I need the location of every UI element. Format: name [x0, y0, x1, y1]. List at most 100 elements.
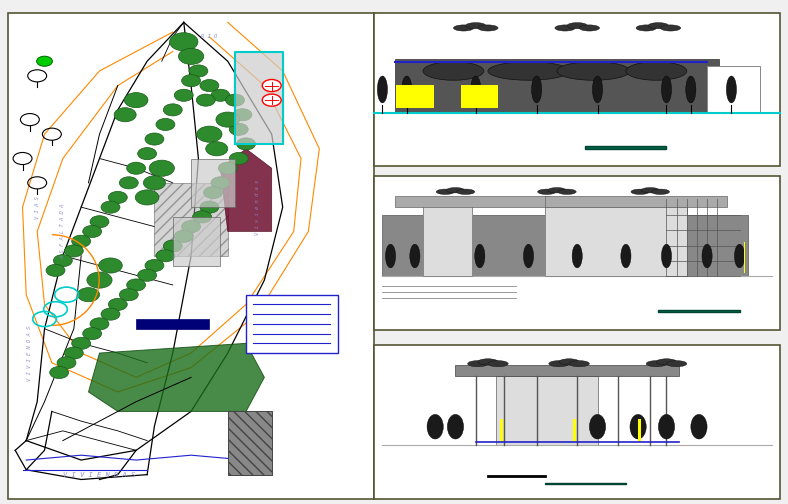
Circle shape — [149, 160, 174, 176]
Text: R I O: R I O — [201, 34, 217, 39]
Bar — [396, 85, 433, 108]
Circle shape — [90, 216, 109, 228]
Circle shape — [87, 272, 112, 288]
Ellipse shape — [569, 361, 589, 367]
FancyBboxPatch shape — [8, 13, 374, 499]
Circle shape — [54, 255, 72, 267]
Ellipse shape — [470, 76, 481, 103]
Circle shape — [90, 318, 109, 330]
Polygon shape — [395, 58, 719, 112]
Circle shape — [163, 240, 182, 252]
Circle shape — [192, 211, 211, 223]
Circle shape — [143, 176, 165, 190]
Ellipse shape — [488, 361, 508, 367]
Polygon shape — [221, 149, 272, 231]
Ellipse shape — [567, 23, 587, 29]
Ellipse shape — [651, 189, 670, 195]
Ellipse shape — [548, 187, 566, 193]
Ellipse shape — [589, 414, 606, 439]
Circle shape — [83, 225, 102, 237]
Polygon shape — [136, 319, 210, 329]
Text: V I V I E N D A S: V I V I E N D A S — [28, 326, 32, 381]
Ellipse shape — [636, 25, 656, 31]
Circle shape — [77, 288, 99, 302]
Circle shape — [218, 162, 237, 174]
Circle shape — [65, 347, 84, 359]
Circle shape — [229, 152, 248, 165]
Ellipse shape — [478, 25, 498, 31]
Ellipse shape — [548, 361, 569, 367]
Ellipse shape — [631, 189, 649, 195]
Polygon shape — [154, 183, 228, 256]
Circle shape — [109, 298, 128, 310]
Ellipse shape — [448, 414, 463, 439]
Ellipse shape — [656, 359, 677, 365]
Circle shape — [262, 80, 281, 92]
Circle shape — [125, 93, 148, 108]
Bar — [545, 482, 626, 484]
Circle shape — [65, 245, 84, 257]
Bar — [658, 310, 739, 312]
Ellipse shape — [559, 359, 579, 365]
Circle shape — [196, 94, 215, 106]
Bar — [585, 146, 667, 149]
Polygon shape — [496, 376, 597, 445]
Circle shape — [211, 89, 230, 101]
Circle shape — [98, 258, 122, 273]
Ellipse shape — [488, 62, 569, 80]
Ellipse shape — [427, 414, 444, 439]
Ellipse shape — [558, 189, 576, 195]
Circle shape — [136, 190, 159, 205]
Ellipse shape — [402, 76, 412, 103]
Ellipse shape — [523, 244, 533, 268]
Ellipse shape — [727, 76, 737, 103]
Ellipse shape — [377, 76, 388, 103]
Text: V I A S: V I A S — [35, 196, 39, 219]
Circle shape — [101, 308, 120, 320]
Polygon shape — [707, 67, 760, 112]
Circle shape — [169, 33, 198, 51]
Ellipse shape — [537, 189, 556, 195]
Circle shape — [189, 65, 208, 77]
Circle shape — [101, 201, 120, 213]
Circle shape — [156, 118, 175, 131]
Ellipse shape — [453, 25, 474, 31]
Ellipse shape — [555, 25, 575, 31]
Bar — [573, 419, 575, 442]
Ellipse shape — [646, 361, 667, 367]
Ellipse shape — [661, 76, 671, 103]
Ellipse shape — [667, 361, 687, 367]
Ellipse shape — [423, 62, 484, 80]
Ellipse shape — [702, 244, 712, 268]
Circle shape — [211, 177, 230, 189]
Ellipse shape — [658, 414, 675, 439]
Polygon shape — [455, 365, 678, 376]
Circle shape — [203, 186, 222, 199]
Ellipse shape — [474, 244, 485, 268]
Ellipse shape — [686, 76, 696, 103]
Ellipse shape — [557, 62, 630, 80]
Text: V i v i e n d a s: V i v i e n d a s — [255, 179, 259, 235]
Circle shape — [178, 48, 203, 65]
Circle shape — [181, 221, 200, 233]
Bar — [744, 242, 745, 273]
Ellipse shape — [641, 187, 660, 193]
Circle shape — [36, 56, 52, 67]
Ellipse shape — [437, 189, 455, 195]
Circle shape — [127, 162, 146, 174]
Bar — [638, 419, 641, 442]
Circle shape — [119, 177, 138, 189]
Circle shape — [138, 148, 157, 160]
Circle shape — [114, 108, 136, 122]
Circle shape — [145, 260, 164, 272]
Polygon shape — [88, 343, 265, 411]
Polygon shape — [382, 215, 748, 276]
Polygon shape — [191, 158, 235, 207]
Circle shape — [145, 133, 164, 145]
Circle shape — [225, 94, 244, 106]
Ellipse shape — [649, 23, 668, 29]
Polygon shape — [173, 217, 221, 266]
Circle shape — [262, 94, 281, 106]
Circle shape — [83, 328, 102, 340]
Ellipse shape — [456, 189, 474, 195]
